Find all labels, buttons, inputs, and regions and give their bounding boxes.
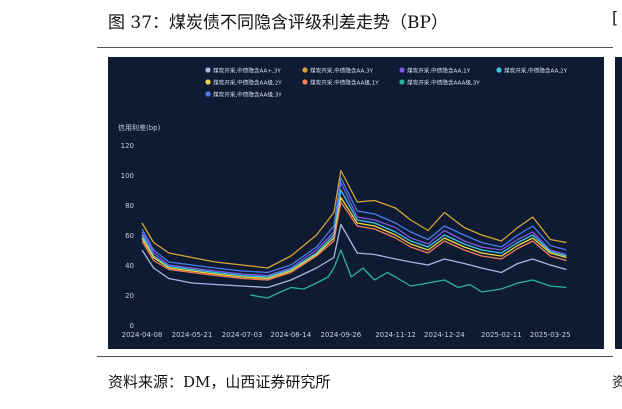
series-line-4 bbox=[141, 189, 567, 278]
legend-label: 煤炭开采,中债隐含AA级,1Y bbox=[310, 79, 379, 87]
y-axis-label: 信用利差(bp) bbox=[118, 123, 161, 132]
figure-source: 资料来源：DM，山西证券研究所 bbox=[108, 373, 331, 391]
x-tick-label: 2024-07-03 bbox=[222, 331, 263, 339]
legend-marker bbox=[399, 67, 405, 73]
legend-label: 煤炭开采,中债隐含AA,2Y bbox=[504, 67, 568, 75]
y-tick-label: 20 bbox=[125, 292, 134, 300]
legend-marker bbox=[496, 67, 502, 73]
legend: 煤炭开采,中债隐含AA+,3Y 煤炭开采,中债隐含AA,3Y 煤炭开采,中债隐含AA… bbox=[205, 67, 568, 99]
series-line-7 bbox=[250, 249, 567, 299]
x-tick-label: 2024-08-14 bbox=[271, 331, 312, 339]
y-tick-label: 60 bbox=[125, 232, 134, 240]
x-tick-label: 2025-03-25 bbox=[530, 331, 571, 339]
x-axis-ticks: 2024-04-08 2024-05-21 2024-07-03 2024-08-14… bbox=[122, 331, 571, 339]
series-line-3 bbox=[141, 181, 567, 277]
y-tick-label: 120 bbox=[121, 142, 134, 150]
legend-label: 煤炭开采,中债隐含AAA级,3Y bbox=[407, 79, 480, 87]
next-figure-fragment: [ bbox=[612, 8, 619, 27]
y-tick-label: 100 bbox=[121, 172, 134, 180]
y-tick-label: 40 bbox=[125, 262, 134, 270]
source-topline bbox=[97, 356, 613, 357]
series-line-8 bbox=[141, 177, 567, 274]
legend-marker bbox=[205, 67, 211, 73]
x-tick-label: 2024-12-24 bbox=[424, 331, 465, 339]
series-line-5 bbox=[141, 196, 567, 280]
legend-label: 煤炭开采,中债隐含AA级,3Y bbox=[213, 91, 282, 99]
x-tick-label: 2025-02-11 bbox=[481, 331, 522, 339]
x-tick-label: 2024-05-21 bbox=[172, 331, 213, 339]
y-axis-ticks: 0 20 40 60 80 100 120 bbox=[121, 142, 134, 330]
series-lines bbox=[141, 169, 567, 299]
title-underline bbox=[97, 47, 613, 48]
next-figure-panel-edge bbox=[615, 57, 622, 349]
figure-title: 图 37：煤炭债不同隐含评级利差走势（BP） bbox=[108, 13, 448, 33]
x-tick-label: 2024-11-12 bbox=[375, 331, 416, 339]
y-tick-label: 0 bbox=[130, 322, 134, 330]
y-tick-label: 80 bbox=[125, 202, 134, 210]
legend-marker bbox=[399, 79, 405, 85]
series-line-2 bbox=[141, 169, 567, 269]
legend-label: 煤炭开采,中债隐含AA级,2Y bbox=[213, 79, 282, 87]
legend-label: 煤炭开采,中债隐含AA+,3Y bbox=[213, 67, 281, 75]
legend-label: 煤炭开采,中债隐含AA,1Y bbox=[407, 67, 471, 75]
next-source-fragment: 资 bbox=[612, 375, 622, 391]
series-line-6 bbox=[141, 201, 567, 281]
legend-marker bbox=[302, 67, 308, 73]
series-line-1 bbox=[141, 223, 567, 289]
chart-background bbox=[108, 57, 604, 349]
legend-marker bbox=[302, 79, 308, 85]
legend-label: 煤炭开采,中债隐含AA,3Y bbox=[310, 67, 374, 75]
x-tick-label: 2024-09-26 bbox=[321, 331, 362, 339]
x-tick-label: 2024-04-08 bbox=[122, 331, 163, 339]
legend-marker bbox=[205, 91, 211, 97]
legend-marker bbox=[205, 79, 211, 85]
